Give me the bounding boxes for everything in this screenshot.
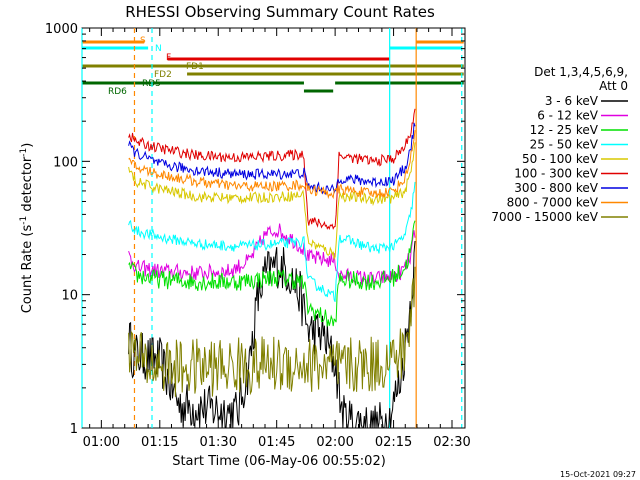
- flag-label-fd2: FD2: [154, 70, 172, 80]
- y-tick-label: 100: [53, 155, 78, 170]
- x-axis-label: Start Time (06-May-06 00:55:02): [172, 454, 386, 469]
- legend-entry-label: 300 - 800 keV: [514, 181, 598, 195]
- x-tick-label: 01:15: [141, 435, 178, 450]
- y-tick-label: 1000: [45, 22, 78, 37]
- legend-entry-label: 800 - 7000 keV: [507, 196, 599, 210]
- series-line: [128, 181, 416, 303]
- legend-entry-label: 6 - 12 keV: [537, 109, 599, 123]
- x-tick-label: 01:00: [83, 435, 120, 450]
- legend-entry-label: 7000 - 15000 keV: [491, 210, 598, 224]
- legend-header: Det 1,3,4,5,6,9,: [534, 65, 628, 79]
- x-tick-label: 02:15: [375, 435, 412, 450]
- series-line: [128, 240, 416, 429]
- legend-entry-label: 25 - 50 keV: [530, 138, 599, 152]
- legend-entry-label: 100 - 300 keV: [514, 167, 598, 181]
- legend-header: Att 0: [599, 79, 628, 93]
- y-tick-label: 10: [61, 289, 78, 304]
- flag-label-s: S: [140, 36, 146, 46]
- timestamp: 15-Oct-2021 09:27: [560, 470, 636, 479]
- series-line: [128, 122, 416, 196]
- y-tick-label: 1: [70, 422, 78, 437]
- series-line: [128, 266, 416, 397]
- flag-label-fd1: FD1: [186, 62, 204, 72]
- x-tick-label: 01:45: [258, 435, 295, 450]
- series-line: [128, 142, 416, 261]
- series-line: [128, 108, 416, 231]
- legend-entry-label: 3 - 6 keV: [545, 94, 599, 108]
- flag-label-f: F: [166, 53, 171, 63]
- flag-label-n: N: [155, 44, 162, 54]
- y-axis-label: Count Rate (s-1 detector-1): [19, 143, 35, 314]
- x-tick-label: 01:30: [200, 435, 237, 450]
- legend-entry-label: 50 - 100 keV: [522, 152, 599, 166]
- x-tick-label: 02:30: [433, 435, 470, 450]
- chart-title: RHESSI Observing Summary Count Rates: [125, 3, 435, 21]
- legend-entry-label: 12 - 25 keV: [530, 123, 599, 137]
- flag-label-rd6: RD6: [108, 87, 127, 97]
- series-line: [128, 130, 416, 200]
- series-line: [128, 220, 416, 327]
- x-tick-label: 02:00: [316, 435, 353, 450]
